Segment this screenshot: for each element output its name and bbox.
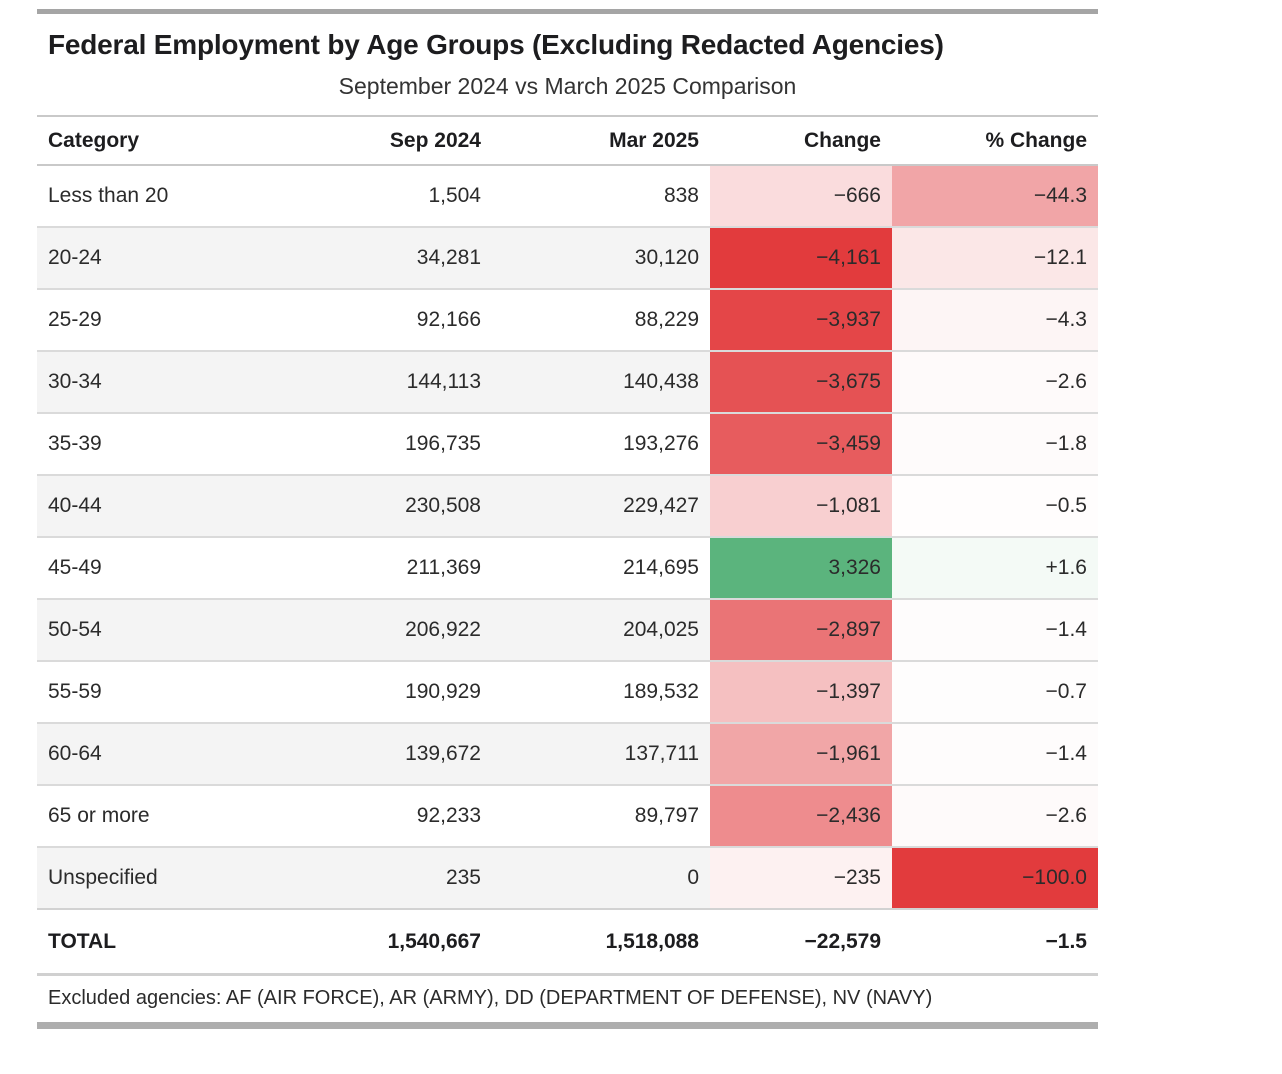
cell-total-sep-2024: 1,540,667	[387, 929, 481, 953]
cell-change: −3,675	[710, 351, 892, 413]
cell-category: 55-59	[48, 680, 102, 703]
cell-mar-2025: 88,229	[634, 308, 699, 331]
page-title: Federal Employment by Age Groups (Exclud…	[48, 29, 944, 60]
cell-change: −666	[710, 165, 892, 227]
cell-sep-2024: 206,922	[405, 618, 481, 641]
cell-mar-2025: 189,532	[623, 680, 699, 703]
table-row: 45-49 211,369 214,695 3,326 +1.6	[37, 537, 1098, 599]
cell-total-mar-2025: 1,518,088	[605, 929, 699, 953]
cell-mar-2025: 214,695	[623, 556, 699, 579]
cell-category: 60-64	[48, 742, 102, 765]
table-row: 25-29 92,166 88,229 −3,937 −4.3	[37, 289, 1098, 351]
table-row: 20-24 34,281 30,120 −4,161 −12.1	[37, 227, 1098, 289]
cell-total-pct-change: −1.5	[1045, 929, 1087, 953]
cell-total-label: TOTAL	[48, 929, 117, 953]
table-total-row: TOTAL 1,540,667 1,518,088 −22,579 −1.5	[37, 909, 1098, 973]
cell-pct-change: −0.5	[892, 475, 1098, 537]
cell-change: −2,897	[710, 599, 892, 661]
cell-sep-2024: 144,113	[406, 370, 481, 393]
table-row: 55-59 190,929 189,532 −1,397 −0.7	[37, 661, 1098, 723]
cell-category: Less than 20	[48, 184, 169, 207]
table-row: 60-64 139,672 137,711 −1,961 −1.4	[37, 723, 1098, 785]
page-subtitle: September 2024 vs March 2025 Comparison	[338, 73, 797, 99]
cell-mar-2025: 0	[687, 866, 699, 889]
cell-category: 45-49	[48, 556, 102, 579]
cell-change: −235	[710, 847, 892, 909]
cell-change: −2,436	[710, 785, 892, 847]
cell-pct-change: −2.6	[892, 785, 1098, 847]
column-header-change: Change	[803, 128, 881, 152]
column-header-sep-2024: Sep 2024	[389, 128, 481, 152]
column-header-category: Category	[48, 128, 140, 152]
cell-mar-2025: 838	[663, 184, 699, 207]
cell-category: 25-29	[48, 308, 102, 331]
cell-mar-2025: 204,025	[623, 618, 699, 641]
cell-sep-2024: 34,281	[416, 246, 481, 269]
cell-sep-2024: 92,166	[416, 308, 481, 331]
cell-category: 35-39	[48, 432, 102, 455]
table-row: 35-39 196,735 193,276 −3,459 −1.8	[37, 413, 1098, 475]
cell-category: 20-24	[48, 246, 102, 269]
cell-sep-2024: 235	[445, 866, 481, 889]
cell-pct-change: −1.8	[892, 413, 1098, 475]
cell-sep-2024: 1,504	[428, 184, 481, 207]
column-header-mar-2025: Mar 2025	[609, 128, 699, 152]
cell-sep-2024: 190,929	[405, 680, 481, 703]
cell-mar-2025: 229,427	[623, 494, 699, 517]
table-row: 65 or more 92,233 89,797 −2,436 −2.6	[37, 785, 1098, 847]
cell-pct-change: −2.6	[892, 351, 1098, 413]
cell-category: 30-34	[48, 370, 102, 393]
cell-change: −1,961	[710, 723, 892, 785]
cell-change: −3,937	[710, 289, 892, 351]
report-container: Federal Employment by Age Groups (Exclud…	[37, 0, 1098, 1029]
cell-pct-change: −44.3	[892, 165, 1098, 227]
table-row: Unspecified 235 0 −235 −100.0	[37, 847, 1098, 909]
cell-mar-2025: 193,276	[623, 432, 699, 455]
cell-total-change: −22,579	[804, 929, 882, 953]
cell-sep-2024: 139,672	[405, 742, 481, 765]
table-row: 30-34 144,113 140,438 −3,675 −2.6	[37, 351, 1098, 413]
cell-mar-2025: 89,797	[634, 804, 699, 827]
cell-change: −1,081	[710, 475, 892, 537]
table-row: 40-44 230,508 229,427 −1,081 −0.5	[37, 475, 1098, 537]
cell-change: 3,326	[710, 537, 892, 599]
cell-pct-change: −1.4	[892, 599, 1098, 661]
cell-category: Unspecified	[48, 866, 158, 889]
table-row: Less than 20 1,504 838 −666 −44.3	[37, 165, 1098, 227]
cell-pct-change: −12.1	[892, 227, 1098, 289]
cell-category: 65 or more	[48, 804, 150, 827]
cell-sep-2024: 211,369	[406, 556, 481, 579]
table-header-row: Category Sep 2024 Mar 2025 Change % Chan…	[37, 116, 1098, 165]
cell-mar-2025: 140,438	[623, 370, 699, 393]
employment-table: Category Sep 2024 Mar 2025 Change % Chan…	[37, 115, 1098, 973]
table-row: 50-54 206,922 204,025 −2,897 −1.4	[37, 599, 1098, 661]
cell-pct-change: −1.4	[892, 723, 1098, 785]
cell-mar-2025: 137,711	[624, 742, 699, 765]
cell-change: −4,161	[710, 227, 892, 289]
cell-pct-change: +1.6	[892, 537, 1098, 599]
cell-mar-2025: 30,120	[634, 246, 699, 269]
cell-change: −3,459	[710, 413, 892, 475]
cell-category: 40-44	[48, 494, 102, 517]
cell-sep-2024: 230,508	[405, 494, 481, 517]
bottom-divider-bar	[37, 1022, 1098, 1029]
cell-change: −1,397	[710, 661, 892, 723]
excluded-agencies-footnote: Excluded agencies: AF (AIR FORCE), AR (A…	[37, 973, 1098, 1022]
cell-category: 50-54	[48, 618, 102, 641]
column-header-pct-change: % Change	[985, 128, 1087, 152]
top-divider-bar	[37, 9, 1098, 14]
cell-sep-2024: 92,233	[416, 804, 481, 827]
cell-pct-change: −4.3	[892, 289, 1098, 351]
cell-pct-change: −100.0	[892, 847, 1098, 909]
cell-pct-change: −0.7	[892, 661, 1098, 723]
cell-sep-2024: 196,735	[405, 432, 481, 455]
